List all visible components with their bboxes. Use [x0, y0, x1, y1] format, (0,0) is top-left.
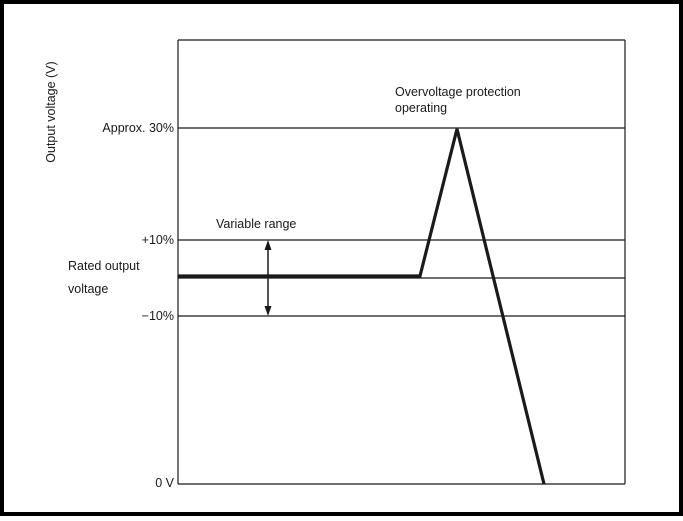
y-axis-title: Output voltage (V)	[44, 61, 58, 163]
level-label-minus-10: −10%	[141, 309, 174, 323]
level-label-plus-10: +10%	[141, 233, 174, 247]
level-label-approx-30: Approx. 30%	[102, 121, 174, 135]
variable-range-arrow-down-head	[264, 306, 272, 316]
variable-range-arrow-up-head	[264, 240, 272, 250]
level-label-zero: 0 V	[155, 476, 174, 490]
annotation-variable-range: Variable range	[216, 217, 297, 231]
output-voltage-trace	[178, 128, 546, 485]
annotation-ovp-line2: operating	[395, 101, 448, 115]
level-label-rated-line1: Rated output	[68, 259, 140, 273]
annotation-ovp-line1: Overvoltage protection	[395, 85, 521, 99]
level-label-rated-line2: voltage	[68, 282, 109, 296]
